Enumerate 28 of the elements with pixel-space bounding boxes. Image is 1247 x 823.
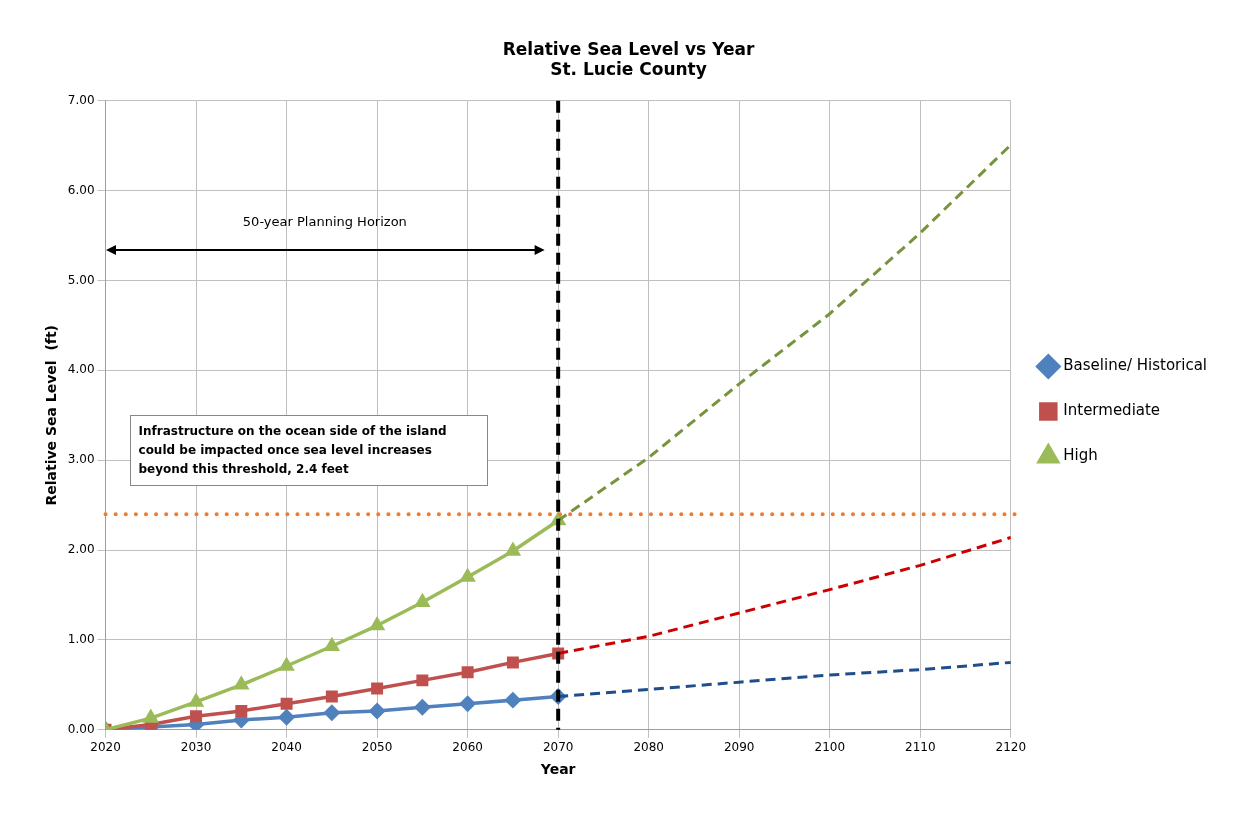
x-tick-label: 2080 bbox=[633, 740, 664, 755]
x-tick-label: 2030 bbox=[180, 740, 212, 755]
y-tick-label: 0.00 bbox=[67, 721, 95, 736]
x-tick-label: 2070 bbox=[542, 740, 574, 755]
y-tick-label: 7.00 bbox=[67, 92, 95, 107]
note-box: Infrastructure on the ocean side of the island could be impacted once sea level increases beyond this threshold, 2.4 feet bbox=[129, 415, 488, 487]
x-tick-label: 2020 bbox=[90, 740, 121, 755]
x-tick-label: 2110 bbox=[905, 740, 936, 755]
x-tick-label: 2100 bbox=[814, 740, 846, 755]
x-axis-title: Year bbox=[539, 761, 576, 778]
x-tick-label: 2060 bbox=[452, 740, 483, 755]
legend-label: High bbox=[1063, 446, 1098, 465]
annotation: 50-year Planning Horizon bbox=[242, 213, 407, 229]
y-tick-label: 6.00 bbox=[67, 182, 95, 197]
chart-title: Relative Sea Level vs Year bbox=[502, 38, 755, 59]
y-axis-title: Relative Sea Level (ft) bbox=[43, 325, 60, 506]
y-tick-label: 1.00 bbox=[67, 632, 95, 647]
y-tick-label: 2.00 bbox=[67, 542, 95, 557]
y-tick-label: 4.00 bbox=[67, 362, 95, 377]
legend-label: Baseline/ Historical bbox=[1063, 356, 1208, 375]
y-tick-label: 3.00 bbox=[67, 452, 95, 467]
y-tick-label: 5.00 bbox=[67, 272, 95, 287]
x-tick-label: 2050 bbox=[361, 740, 393, 755]
x-tick-label: 2120 bbox=[995, 740, 1027, 755]
legend-label: Intermediate bbox=[1063, 401, 1161, 420]
x-tick-label: 2040 bbox=[271, 740, 302, 755]
x-tick-label: 2090 bbox=[723, 740, 755, 755]
chart-subtitle: St. Lucie County bbox=[550, 59, 707, 80]
